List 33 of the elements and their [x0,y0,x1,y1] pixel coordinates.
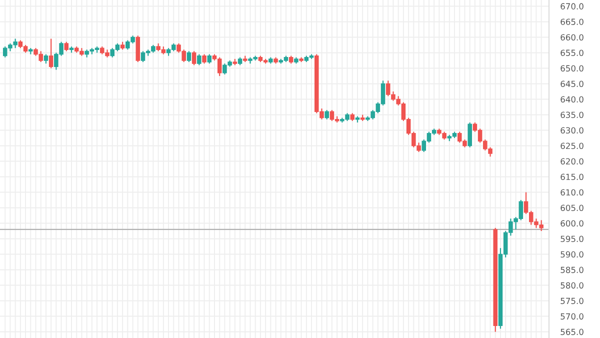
candlestick [197,54,202,66]
candlestick [468,122,472,148]
candlestick [324,110,329,120]
candlestick [186,50,192,63]
y-tick-label: 650.0 [560,65,584,72]
y-tick-label: 580.0 [560,282,584,289]
y-tick-label: 660.0 [560,34,584,40]
y-tick-label: 565.0 [560,328,584,336]
candlestick [136,35,140,63]
y-tick-label: 670.0 [560,3,584,10]
y-tick-label: 585.0 [560,266,584,274]
y-tick-label: 610.0 [560,189,584,196]
y-tick-label: 570.0 [560,313,584,320]
y-tick-label: 605.0 [560,204,584,212]
y-tick-label: 625.0 [560,142,584,150]
y-tick-label: 590.0 [560,251,584,258]
y-tick-label: 665.0 [560,18,584,25]
y-tick-label: 640.0 [560,96,584,103]
y-tick-label: 635.0 [560,112,584,118]
candlestick [48,38,54,69]
y-tick-label: 620.0 [560,158,584,165]
candlestick [207,54,212,64]
y-tick-label: 615.0 [560,174,584,180]
y-tick-label: 595.0 [560,236,584,242]
candlestick [44,54,48,64]
y-tick-label: 600.0 [560,220,584,227]
candlestick [202,54,206,64]
candlestick [192,50,196,66]
y-tick-label: 655.0 [560,50,584,56]
y-tick-label: 630.0 [560,127,584,134]
y-tick-label: 645.0 [560,80,584,88]
y-tick-label: 575.0 [560,298,584,304]
candlestick [64,41,69,52]
